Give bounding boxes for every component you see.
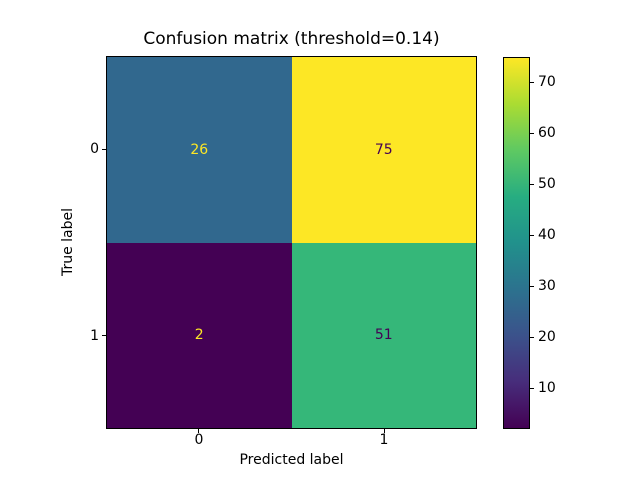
colorbar-tick: 50: [530, 176, 556, 192]
colorbar-tick-mark: [530, 132, 534, 134]
colorbar-ticks: 10 20 30 40 50 60 70: [530, 57, 600, 429]
colorbar-tick-label: 70: [538, 74, 556, 91]
cell-value: 26: [190, 141, 209, 158]
colorbar-tick-label: 10: [538, 380, 556, 397]
colorbar-tick-mark: [530, 183, 534, 185]
colorbar-tick: 60: [530, 125, 556, 141]
cell-value: 2: [194, 327, 204, 344]
x-tick-label: 1: [379, 432, 389, 448]
cell-value: 75: [374, 141, 393, 158]
colorbar-gradient: [503, 57, 530, 429]
y-tick-label: 1: [90, 328, 99, 344]
colorbar-tick: 10: [530, 380, 556, 396]
x-tick-mark: [198, 429, 199, 433]
heatmap-cell-r1c1: 51: [291, 242, 476, 428]
colorbar-tick-mark: [530, 285, 534, 287]
colorbar-tick-label: 20: [538, 329, 556, 346]
heatmap-axes: 26 75 2 51: [106, 56, 477, 429]
heatmap-cell-r0c0: 26: [107, 57, 292, 243]
colorbar-tick-mark: [530, 81, 534, 83]
y-tick-label: 0: [90, 141, 99, 157]
colorbar-tick: 30: [530, 278, 556, 294]
y-axis-label: True label: [60, 207, 76, 277]
x-tick-label: 0: [194, 432, 204, 448]
colorbar-tick: 20: [530, 329, 556, 345]
y-tick-mark: [102, 335, 106, 336]
y-tick-mark: [102, 149, 106, 150]
colorbar-tick-label: 50: [538, 176, 556, 193]
cell-value: 51: [374, 327, 393, 344]
colorbar-tick-mark: [530, 234, 534, 236]
chart-title: Confusion matrix (threshold=0.14): [143, 29, 440, 49]
colorbar-tick-label: 40: [538, 227, 556, 244]
x-tick-mark: [384, 429, 385, 433]
heatmap-cell-r0c1: 75: [291, 57, 476, 243]
colorbar-tick: 70: [530, 74, 556, 90]
heatmap-cell-r1c0: 2: [107, 242, 292, 428]
colorbar-tick-label: 30: [538, 278, 556, 295]
colorbar-tick: 40: [530, 227, 556, 243]
colorbar-tick-mark: [530, 387, 534, 389]
colorbar-tick-mark: [530, 336, 534, 338]
colorbar-tick-label: 60: [538, 125, 556, 142]
x-axis-label: Predicted label: [239, 452, 344, 468]
